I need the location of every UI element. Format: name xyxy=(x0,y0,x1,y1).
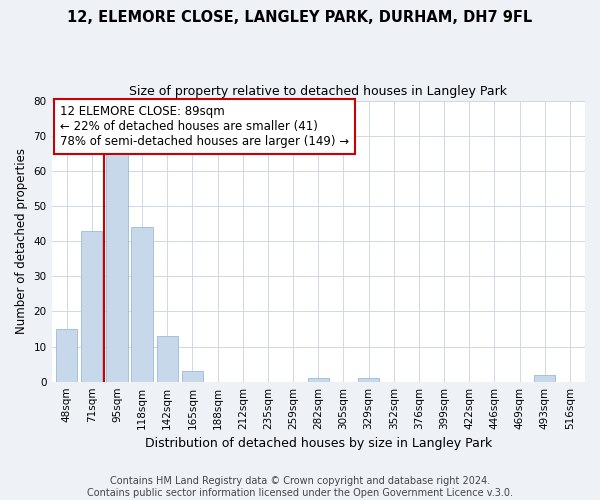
Text: Contains HM Land Registry data © Crown copyright and database right 2024.
Contai: Contains HM Land Registry data © Crown c… xyxy=(87,476,513,498)
Bar xyxy=(131,227,153,382)
Bar xyxy=(157,336,178,382)
Text: 12 ELEMORE CLOSE: 89sqm
← 22% of detached houses are smaller (41)
78% of semi-de: 12 ELEMORE CLOSE: 89sqm ← 22% of detache… xyxy=(59,105,349,148)
Bar xyxy=(56,329,77,382)
Text: 12, ELEMORE CLOSE, LANGLEY PARK, DURHAM, DH7 9FL: 12, ELEMORE CLOSE, LANGLEY PARK, DURHAM,… xyxy=(67,10,533,25)
Bar xyxy=(308,378,329,382)
Y-axis label: Number of detached properties: Number of detached properties xyxy=(15,148,28,334)
Bar xyxy=(106,146,128,382)
Bar xyxy=(534,374,556,382)
Bar xyxy=(182,371,203,382)
X-axis label: Distribution of detached houses by size in Langley Park: Distribution of detached houses by size … xyxy=(145,437,492,450)
Bar xyxy=(358,378,379,382)
Title: Size of property relative to detached houses in Langley Park: Size of property relative to detached ho… xyxy=(129,85,507,98)
Bar xyxy=(81,230,103,382)
